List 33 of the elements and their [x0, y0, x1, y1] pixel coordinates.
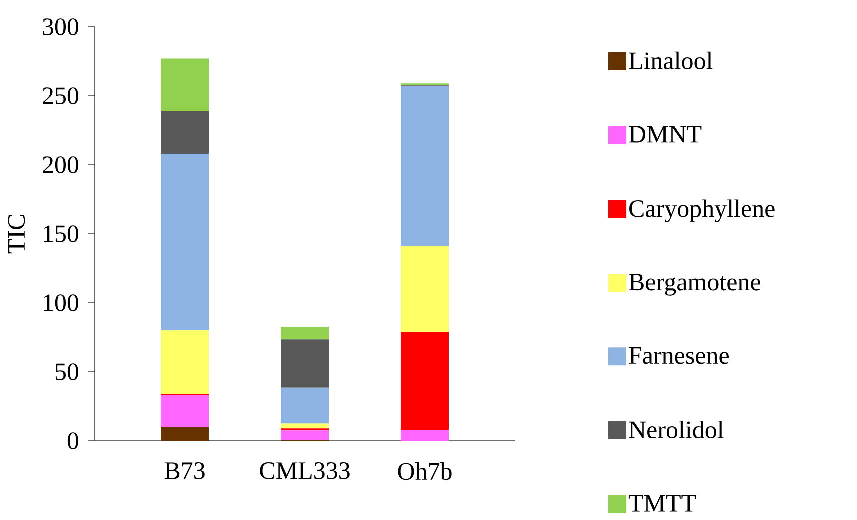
- bar: [281, 388, 329, 424]
- y-tick-label: 200: [43, 156, 79, 174]
- y-tick-label: 0: [68, 432, 79, 450]
- bar: [161, 154, 209, 331]
- x-tick-label: B73: [164, 462, 205, 480]
- bar: [281, 424, 329, 429]
- bar: [161, 111, 209, 154]
- legend-label: Farnesene: [629, 348, 729, 364]
- y-tick-label: 300: [43, 18, 79, 36]
- legend-label: DMNT: [629, 126, 702, 143]
- legend-label: Bergamotene: [629, 274, 760, 296]
- legend-label: Caryophyllene: [630, 200, 775, 222]
- legend-label: TMTT: [628, 495, 696, 512]
- bar: [161, 427, 209, 441]
- y-tick-label: 50: [56, 364, 79, 380]
- x-tick-label: CML333: [260, 462, 350, 480]
- y-axis-title: TIC: [8, 215, 26, 254]
- bar: [401, 332, 449, 430]
- bar: [281, 340, 329, 388]
- bar: [401, 246, 449, 332]
- y-tick-label: 100: [44, 294, 79, 312]
- x-tick-label: Oh7b: [398, 462, 452, 480]
- bar: [281, 430, 329, 440]
- bar: [161, 330, 209, 394]
- legend-label: Nerolidol: [629, 420, 724, 439]
- y-tick-label: 250: [43, 88, 79, 104]
- y-tick-label: 150: [44, 226, 79, 242]
- legend-label: Linalool: [629, 52, 713, 70]
- bar: [401, 430, 449, 441]
- bar: [281, 327, 329, 340]
- bar: [161, 395, 209, 428]
- bar: [161, 58, 209, 112]
- bar: [401, 86, 449, 246]
